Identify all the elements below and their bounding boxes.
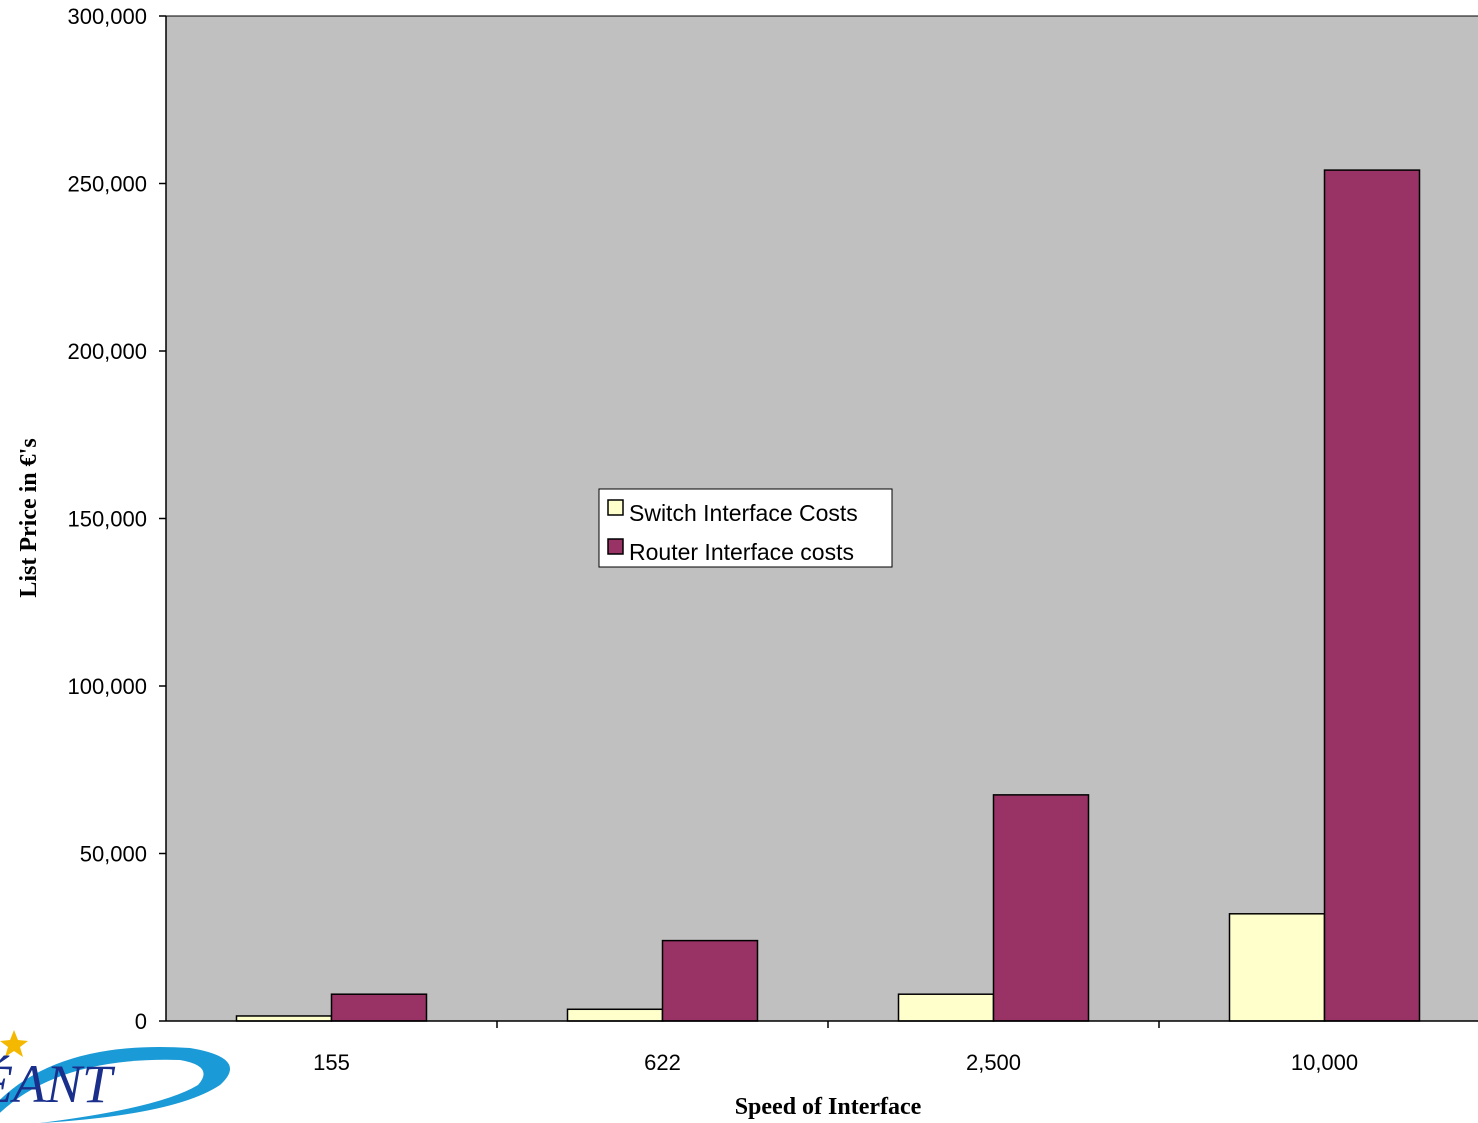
y-tick-label: 150,000 — [67, 507, 147, 532]
bar-router-1 — [661, 939, 759, 1022]
bar-switch-2 — [897, 993, 995, 1022]
y-tick-label: 50,000 — [80, 842, 147, 867]
bar-router-3 — [1323, 169, 1421, 1022]
logo-text: ÉANT — [0, 1054, 116, 1114]
bars-layer — [235, 169, 1421, 1022]
bar-switch-3 — [1228, 913, 1326, 1022]
logo-swoosh-inner — [0, 1059, 204, 1123]
x-tick-label: 155 — [313, 1050, 350, 1075]
logo: ÉANT — [0, 1030, 230, 1123]
x-tick-label: 10,000 — [1291, 1050, 1358, 1075]
bar-switch-1 — [566, 1008, 664, 1022]
bar-router-2 — [992, 794, 1090, 1022]
y-tick-label: 200,000 — [67, 339, 147, 364]
legend: Switch Interface Costs Router Interface … — [598, 488, 893, 568]
y-tick-label: 0 — [135, 1009, 147, 1034]
y-tick-label: 100,000 — [67, 674, 147, 699]
legend-swatch-router — [607, 538, 624, 555]
y-axis-title: List Price in €'s — [16, 438, 42, 597]
legend-label-switch: Switch Interface Costs — [629, 500, 858, 526]
x-axis-title: Speed of Interface — [735, 1094, 922, 1120]
bar-switch-0 — [235, 1015, 333, 1022]
legend-swatch-switch — [607, 499, 624, 516]
x-tick-label: 622 — [644, 1050, 681, 1075]
y-tick-label: 250,000 — [67, 172, 147, 197]
x-tick-label: 2,500 — [966, 1050, 1021, 1075]
axes-layer: 0 50,000 100,000 150,000 200,000 250,000 300,0… — [67, 4, 1478, 1075]
bar-router-0 — [330, 993, 428, 1022]
legend-box — [598, 488, 893, 568]
star-icon — [0, 1030, 28, 1057]
legend-label-router: Router Interface costs — [629, 539, 854, 565]
y-tick-label: 300,000 — [67, 4, 147, 29]
